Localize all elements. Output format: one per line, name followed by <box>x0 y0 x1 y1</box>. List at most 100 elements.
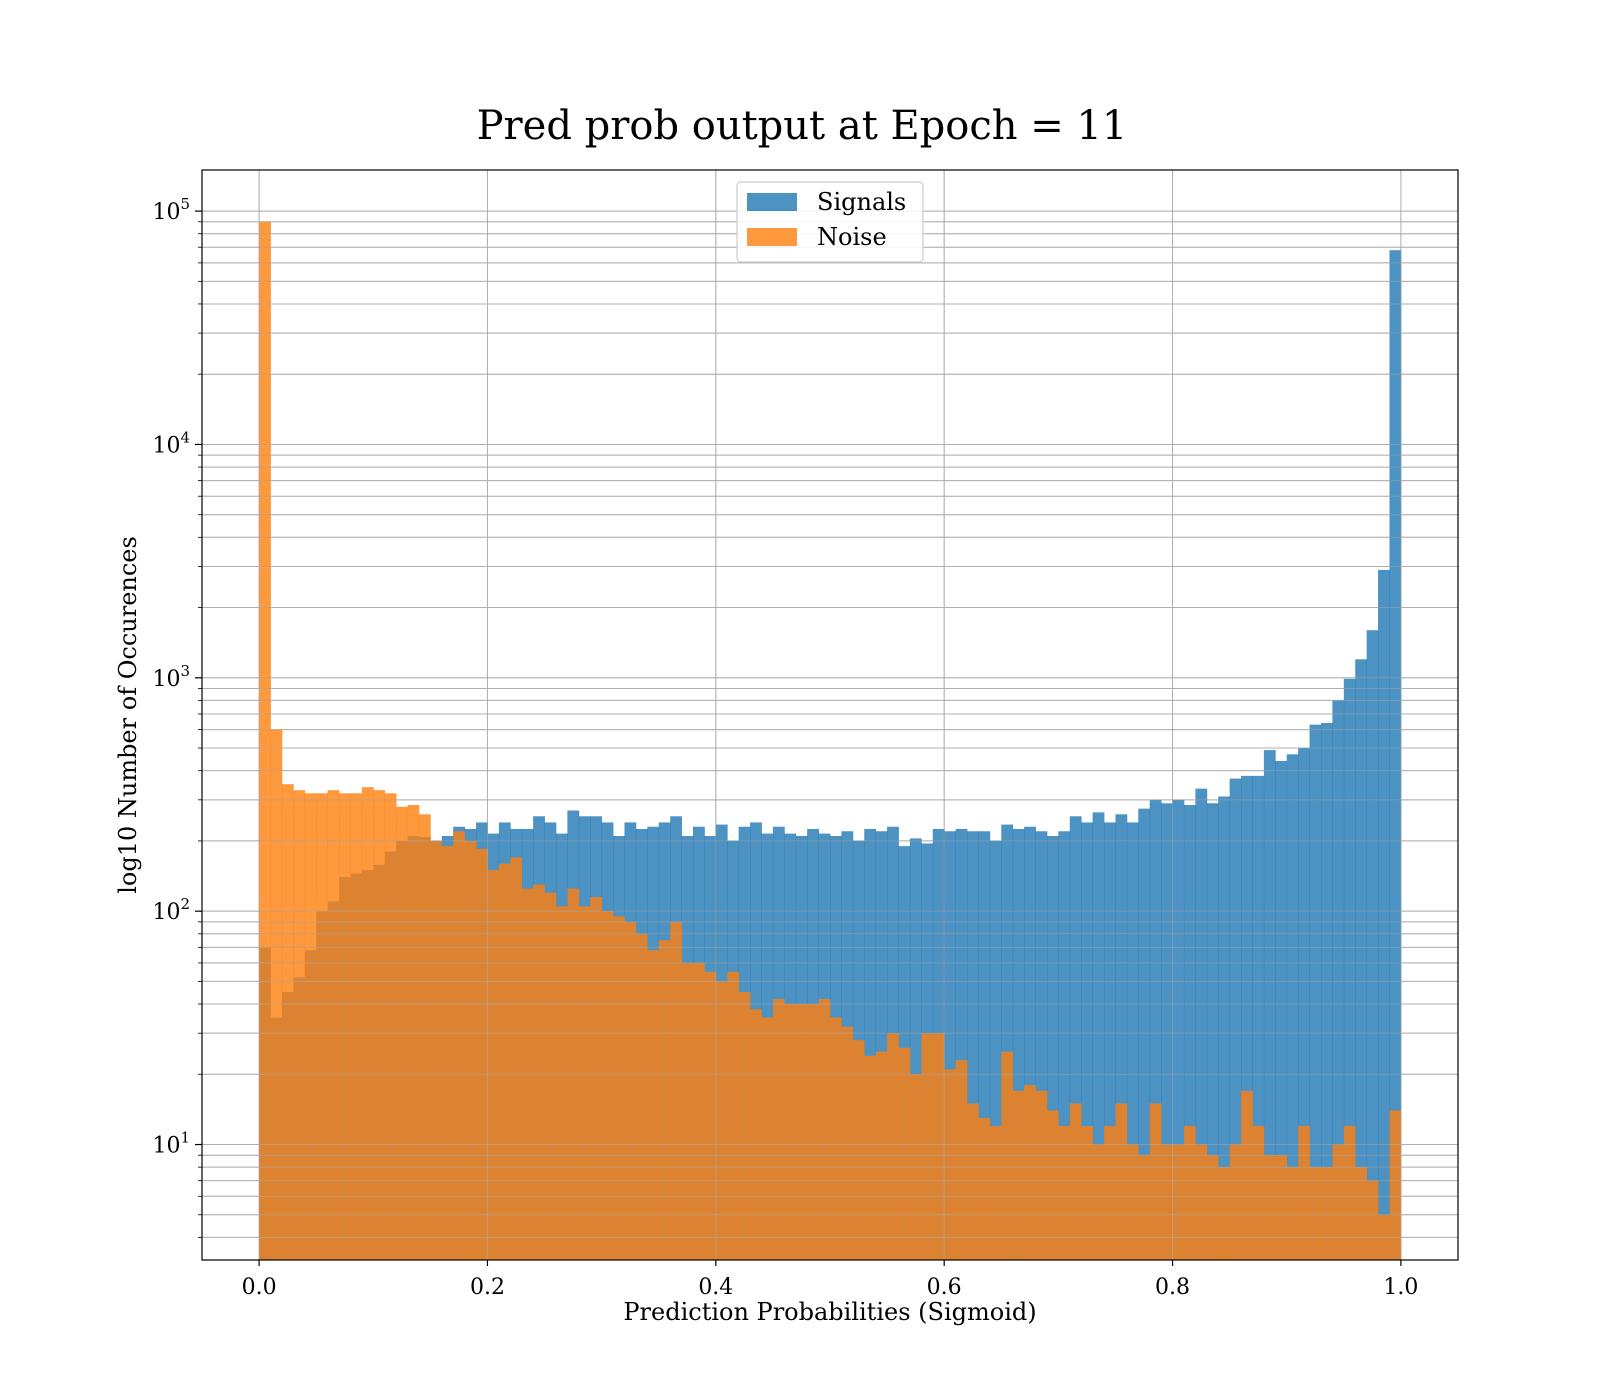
signals-bar <box>1161 803 1173 1260</box>
y-tick-label: 101 <box>152 1129 190 1159</box>
signals-bar <box>989 840 1002 1260</box>
noise-bar <box>1172 1144 1185 1260</box>
plot-frame <box>201 169 1459 1261</box>
noise-bar <box>898 1047 911 1260</box>
noise-bar <box>1058 1126 1071 1260</box>
signals-bar <box>1195 788 1208 1260</box>
signals-bar <box>1046 835 1059 1260</box>
y-tick-exponent: 2 <box>180 895 190 913</box>
noise-bar <box>818 999 831 1260</box>
signals-bar <box>1275 761 1288 1260</box>
noise-bar <box>1081 1126 1094 1260</box>
noise-bar <box>1012 1090 1025 1260</box>
y-axis-title: log10 Number of Occurences <box>114 536 142 894</box>
noise-bar <box>441 846 454 1260</box>
noise-bar <box>864 1055 877 1260</box>
signals-bar <box>1366 630 1379 1260</box>
noise-bar <box>304 793 317 1260</box>
signals-bar <box>1138 808 1151 1260</box>
noise-bar <box>784 1004 797 1260</box>
legend-label-noise: Noise <box>817 223 887 251</box>
signals-bar <box>1309 724 1322 1260</box>
y-tick-base: 10 <box>152 667 180 692</box>
noise-bar <box>339 793 351 1260</box>
noise-bar <box>1104 1126 1116 1260</box>
legend-label-signals: Signals <box>817 188 906 216</box>
signals-bar <box>1035 831 1048 1260</box>
signals-bar <box>1115 814 1128 1260</box>
noise-bar <box>1218 1167 1231 1260</box>
signals-bar <box>1332 700 1345 1260</box>
x-tick-label: 0.0 <box>242 1275 277 1300</box>
noise-bar <box>1286 1167 1299 1260</box>
grid-lines-overlay <box>202 170 1458 1260</box>
signals-bar <box>1378 569 1390 1260</box>
noise-bar <box>1069 1103 1082 1260</box>
noise-bar <box>590 897 603 1260</box>
noise-bar <box>361 787 374 1260</box>
noise-bar <box>430 840 443 1260</box>
y-tick-label: 102 <box>152 895 190 925</box>
noise-bar <box>601 911 614 1260</box>
x-tick-label: 1.0 <box>1383 1275 1418 1300</box>
noise-bar <box>487 870 500 1260</box>
noise-bar <box>761 1017 774 1260</box>
noise-bar <box>727 971 740 1260</box>
noise-bar <box>259 221 271 1260</box>
signals-bar <box>978 831 991 1260</box>
noise-bar <box>1206 1155 1219 1260</box>
noise-bar <box>967 1103 979 1260</box>
y-tick-base: 10 <box>152 900 180 925</box>
noise-bar <box>1149 1103 1162 1260</box>
noise-bar <box>978 1117 991 1260</box>
y-tick-exponent: 4 <box>180 428 190 446</box>
noise-bar <box>1138 1155 1151 1260</box>
noise-bar <box>807 1004 819 1260</box>
noise-bar <box>704 971 717 1260</box>
noise-bar <box>510 857 523 1260</box>
signals-bar <box>1218 796 1231 1260</box>
signals-bar <box>1229 778 1242 1260</box>
noise-bar <box>1320 1167 1333 1260</box>
noise-bar <box>887 1033 899 1260</box>
signals-bar <box>1069 816 1082 1260</box>
noise-bar <box>670 921 682 1260</box>
noise-bar <box>281 784 294 1260</box>
noise-bar <box>476 848 488 1260</box>
noise-bar <box>350 793 363 1260</box>
noise-bar <box>1092 1144 1105 1260</box>
noise-bar <box>1332 1144 1345 1260</box>
noise-bar <box>715 981 728 1260</box>
noise-bar <box>1183 1126 1196 1260</box>
noise-bar <box>418 814 431 1260</box>
x-tick-label: 0.4 <box>698 1275 733 1300</box>
noise-bar <box>1126 1144 1139 1260</box>
noise-bars <box>259 221 1402 1260</box>
legend: Signals Noise <box>736 181 924 263</box>
noise-bar <box>578 906 591 1260</box>
signals-bar <box>1286 754 1299 1260</box>
signals-bar <box>1355 659 1368 1260</box>
noise-bar <box>830 1017 842 1260</box>
signals-bar <box>1343 678 1356 1260</box>
signals-bar <box>1126 822 1139 1260</box>
noise-bar <box>464 840 477 1260</box>
noise-bar <box>1355 1167 1368 1260</box>
y-tick-exponent: 5 <box>180 195 190 213</box>
noise-bar <box>1241 1090 1253 1260</box>
signals-bar <box>1389 250 1402 1260</box>
x-tick-label: 0.8 <box>1155 1275 1190 1300</box>
signals-bar <box>1092 812 1105 1260</box>
signals-bar <box>944 831 956 1260</box>
noise-bar <box>1389 1110 1402 1260</box>
noise-bar <box>989 1126 1002 1260</box>
signals-bar <box>909 838 922 1260</box>
signals-bar <box>1024 826 1036 1260</box>
y-tick-base: 10 <box>152 1134 180 1159</box>
noise-bar <box>841 1026 854 1260</box>
noise-bar <box>407 805 420 1260</box>
y-tick-exponent: 3 <box>180 662 190 680</box>
y-tick-label: 104 <box>152 428 190 458</box>
y-tick-base: 10 <box>152 200 180 225</box>
